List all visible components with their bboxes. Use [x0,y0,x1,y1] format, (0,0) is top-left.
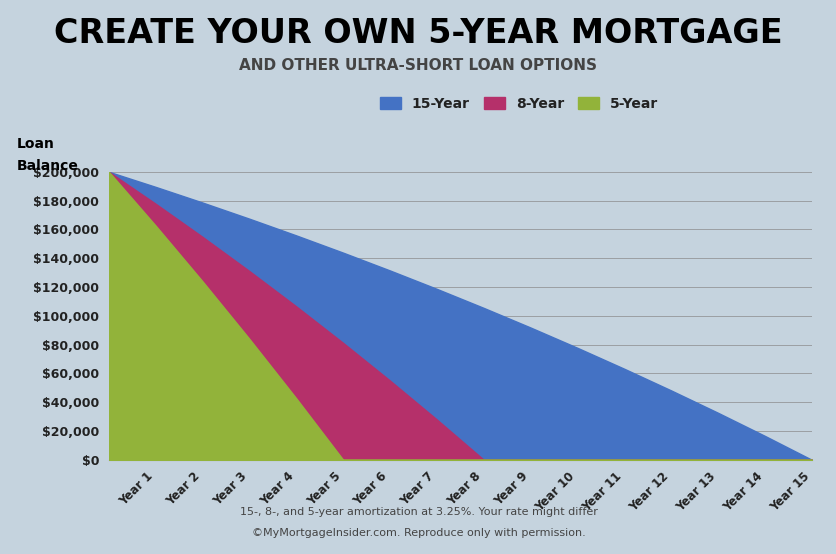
Text: 15-, 8-, and 5-year amortization at 3.25%. Your rate might differ: 15-, 8-, and 5-year amortization at 3.25… [239,507,597,517]
Text: Loan: Loan [17,137,54,151]
Text: AND OTHER ULTRA-SHORT LOAN OPTIONS: AND OTHER ULTRA-SHORT LOAN OPTIONS [239,58,597,73]
Legend: 15-Year, 8-Year, 5-Year: 15-Year, 8-Year, 5-Year [375,93,661,115]
Text: ©MyMortgageInsider.com. Reproduce only with permission.: ©MyMortgageInsider.com. Reproduce only w… [252,528,584,538]
Text: Balance: Balance [17,159,79,173]
Text: CREATE YOUR OWN 5-YEAR MORTGAGE: CREATE YOUR OWN 5-YEAR MORTGAGE [54,17,782,50]
